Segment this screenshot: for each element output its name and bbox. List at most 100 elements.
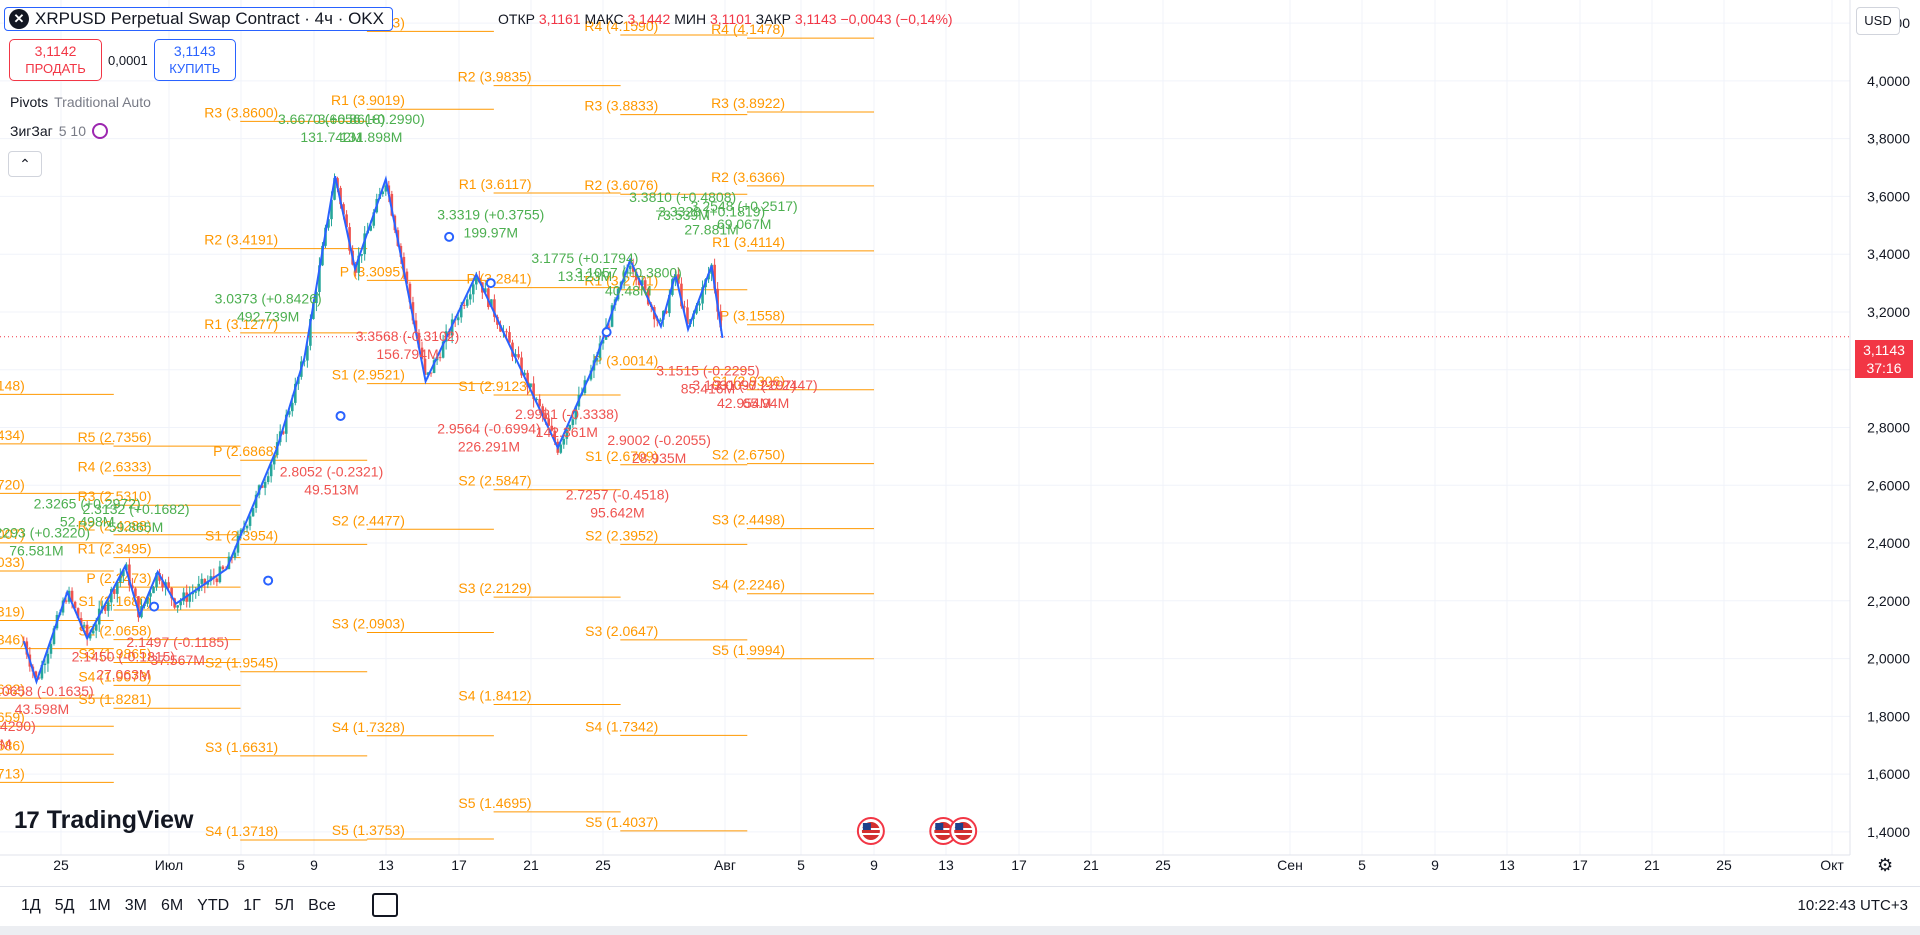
zigzag-annotation: 3.1031 (-0.2297) (692, 377, 796, 393)
range-5d[interactable]: 5Д (54, 897, 75, 914)
close-value: 3,1143 (794, 11, 837, 27)
candle-body (272, 455, 276, 465)
bar-countdown: 37:16 (1866, 360, 1902, 376)
pivot-label: R2 (3.6366) (711, 169, 785, 185)
tradingview-logo[interactable]: 17 TradingView (14, 806, 194, 835)
pivot-label: S3 (2.2129) (458, 580, 531, 596)
symbol-selector[interactable]: ✕ XRPUSD Perpetual Swap Contract · 4ч · … (4, 7, 393, 31)
candle-body (441, 341, 445, 358)
pivot-label: R1 (3.9019) (331, 92, 405, 108)
zigzag-volume: 40.48M (605, 282, 652, 298)
candle-body (369, 225, 373, 231)
pivot-label: P (3.3095) (340, 263, 405, 279)
candle-body (514, 354, 517, 357)
candle-body (459, 304, 463, 318)
candle-body (306, 345, 309, 361)
sell-button[interactable]: 3,1142 ПРОДАТЬ (9, 39, 102, 81)
candle-body (64, 600, 68, 602)
candle-body (200, 578, 204, 584)
range-1m[interactable]: 1М (88, 897, 111, 914)
us-flag-icon (929, 817, 958, 845)
candle-body (544, 414, 547, 419)
zigzag-pivot-marker (263, 575, 274, 586)
buy-label: КУПИТЬ (169, 61, 221, 76)
candle-body (529, 383, 532, 388)
currency-selector[interactable]: USD (1856, 7, 1900, 35)
candle-body (284, 414, 288, 434)
candle-body (82, 624, 86, 626)
range-ytd[interactable]: YTD (197, 897, 230, 914)
candle-body (179, 601, 182, 606)
trade-panel: 3,1142 ПРОДАТЬ 0,0001 3,1143 КУПИТЬ (9, 39, 236, 81)
y-tick-label: 4,0000 (1867, 73, 1910, 89)
close-label: ЗАКР (755, 11, 791, 27)
x-tick-label: 21 (523, 857, 539, 873)
footer-strip (0, 926, 1920, 935)
candle-body (194, 591, 198, 593)
bottom-toolbar: 1Д 5Д 1М 3М 6М YTD 1Г 5Л Все 10:22:43 UT… (0, 886, 1920, 927)
clock[interactable]: 10:22:43 UTC+3 (1797, 897, 1909, 914)
x-tick-label: 9 (310, 857, 318, 873)
candle-body (290, 402, 294, 412)
buy-button[interactable]: 3,1143 КУПИТЬ (153, 39, 236, 81)
pivot-label: R1 (3.4114) (712, 234, 785, 250)
low-label: МИН (674, 11, 707, 27)
range-5y[interactable]: 5Л (274, 897, 295, 914)
candle-body (269, 464, 273, 477)
collapse-legend-button[interactable]: ⌃ (8, 151, 42, 177)
indicator-pivots[interactable]: Pivots Traditional Auto (10, 94, 151, 110)
zigzag-pivot-marker (601, 327, 612, 338)
pivot-label: S3 (1.6631) (205, 739, 278, 755)
pivot-label: S3 (2.0647) (585, 623, 658, 639)
zigzag-volume: 73.539M (655, 207, 709, 223)
candle-body (595, 357, 599, 361)
symbol-title: XRPUSD Perpetual Swap Contract · 4ч · OK… (35, 9, 384, 28)
pivot-label: S4 (2.2246) (712, 577, 785, 593)
pivot-label: S2 (2.5847) (458, 473, 531, 489)
y-tick-label: 1,4000 (1867, 824, 1910, 840)
pivot-label: R3 (3.8600) (204, 104, 278, 120)
candle-body (339, 187, 342, 205)
pivot-label: S1 (2.9306) (712, 373, 785, 389)
pivot-label: R2 (3.9835) (458, 69, 532, 85)
price-chart[interactable]: 1,4000 1,6000 1,8000 2,0000 2,2000 2,4000 2,60… (0, 0, 1920, 886)
zigzag-annotation: 2.1497 (-0.1185) (126, 634, 228, 650)
candle-body (686, 307, 689, 325)
refresh-icon[interactable] (91, 123, 108, 139)
candle-body (640, 280, 644, 285)
candle-body (484, 288, 487, 293)
candle-body (402, 256, 406, 272)
candle-body (70, 590, 74, 602)
candle-body (233, 552, 237, 558)
zigzag-volume: 28.935M (632, 450, 686, 466)
zigzag-annotation: 3.3319 (+0.3755) (437, 207, 544, 223)
candle-body (119, 575, 122, 582)
zigzag-volume: 13.123M (558, 268, 612, 284)
sell-price: 3,1142 (34, 43, 77, 59)
candle-body (315, 291, 318, 304)
zigzag-volume: 49.513M (304, 482, 358, 498)
candle-body (263, 481, 267, 488)
goto-date-icon[interactable] (372, 893, 398, 917)
candle-body (414, 320, 418, 333)
candle-body (659, 319, 662, 321)
scale-settings-icon[interactable]: ⚙ (1877, 855, 1894, 875)
range-all[interactable]: Все (308, 897, 336, 914)
zigzag-volume: 85.416M (681, 381, 735, 397)
indicator-zigzag[interactable]: ЗигЗаг 5 10 (10, 123, 108, 139)
candle-body (562, 438, 566, 445)
range-6m[interactable]: 6М (160, 897, 184, 914)
pivot-label: S2 (2.6750) (712, 447, 785, 463)
range-3m[interactable]: 3М (124, 897, 147, 914)
pivot-label: S4 (1.8412) (458, 687, 531, 703)
range-1d[interactable]: 1Д (21, 897, 41, 914)
x-tick-label: Сен (1277, 857, 1303, 873)
range-1y[interactable]: 1Г (243, 897, 261, 914)
candle-body (426, 372, 430, 375)
y-tick-label: 3,4000 (1867, 246, 1910, 262)
candle-body (312, 303, 315, 319)
pivot-label: R4 (4.1590) (584, 18, 658, 34)
sell-label: ПРОДАТЬ (25, 61, 86, 76)
pivot-label: S1 (2.9521) (332, 367, 405, 383)
zigzag-volume: 65.94M (743, 395, 790, 411)
